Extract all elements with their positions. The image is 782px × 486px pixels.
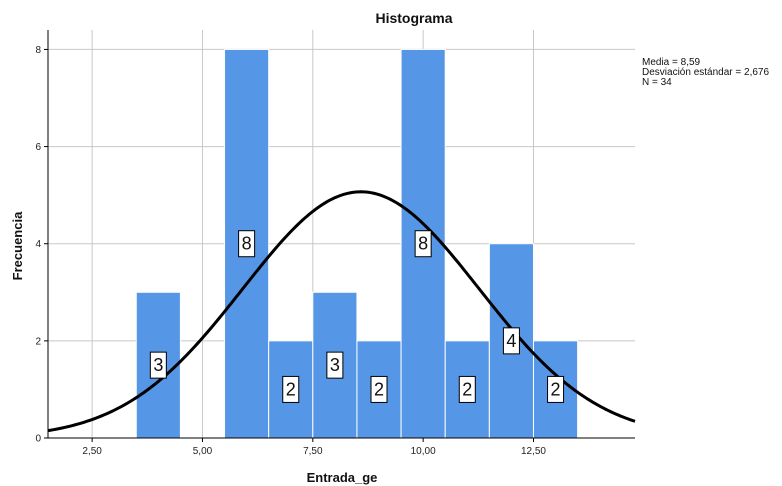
- x-tick-label: 12,50: [521, 446, 546, 457]
- data-label-box: [282, 375, 300, 403]
- x-axis-label: Entrada_ge: [307, 470, 378, 485]
- data-label-text: 4: [506, 331, 516, 351]
- data-label-box: [370, 375, 388, 403]
- data-label-box: [547, 375, 565, 403]
- y-axis-label: Frecuencia: [10, 211, 25, 280]
- axis-layer: 2,50 5,00 7,50 10,00 12,50 0 2 4 6 8: [35, 30, 635, 457]
- y-tick-label: 4: [35, 239, 41, 250]
- bar-data-label: 3: [326, 351, 344, 379]
- data-label-text: 8: [418, 234, 428, 254]
- data-label-text: 3: [330, 355, 340, 375]
- data-label-box: [238, 230, 256, 258]
- normal-curve: [47, 190, 636, 433]
- x-tick-label: 5,00: [193, 446, 213, 457]
- data-label-text: 3: [153, 355, 163, 375]
- bar-data-label: 2: [370, 375, 388, 403]
- data-label-box: [149, 351, 167, 379]
- stat-n: N = 34: [642, 77, 672, 88]
- data-label-text: 2: [374, 379, 384, 399]
- bar-data-label: 8: [238, 230, 256, 258]
- x-tick-label: 2,50: [82, 446, 102, 457]
- chart-title: Histograma: [375, 10, 452, 26]
- stats-block: Media = 8,59 Desviación estándar = 2,676…: [642, 57, 769, 88]
- x-tick-label: 10,00: [411, 446, 436, 457]
- stat-sd: Desviación estándar = 2,676: [642, 67, 769, 78]
- data-label-text: 8: [242, 234, 252, 254]
- data-label-box: [414, 230, 432, 258]
- bar-data-label: 3: [149, 351, 167, 379]
- y-tick-label: 8: [35, 45, 41, 56]
- data-label-text: 2: [286, 379, 296, 399]
- y-tick-label: 0: [35, 434, 41, 445]
- bar-data-label: 2: [547, 375, 565, 403]
- data-label-text: 2: [462, 379, 472, 399]
- bar-data-label: 2: [282, 375, 300, 403]
- x-tick-label: 7,50: [303, 446, 323, 457]
- histogram-bar: [268, 340, 314, 439]
- data-label-box: [326, 351, 344, 379]
- stat-mean: Media = 8,59: [642, 57, 701, 68]
- data-labels-layer: 3 8 2 3 2 8 2 4 2: [149, 230, 565, 403]
- data-label-text: 2: [551, 379, 561, 399]
- data-label-box: [458, 375, 476, 403]
- bar-data-label: 4: [502, 327, 520, 355]
- y-tick-label: 2: [35, 336, 41, 347]
- bar-data-label: 2: [458, 375, 476, 403]
- data-label-box: [502, 327, 520, 355]
- y-tick-label: 6: [35, 142, 41, 153]
- bar-data-label: 8: [414, 230, 432, 258]
